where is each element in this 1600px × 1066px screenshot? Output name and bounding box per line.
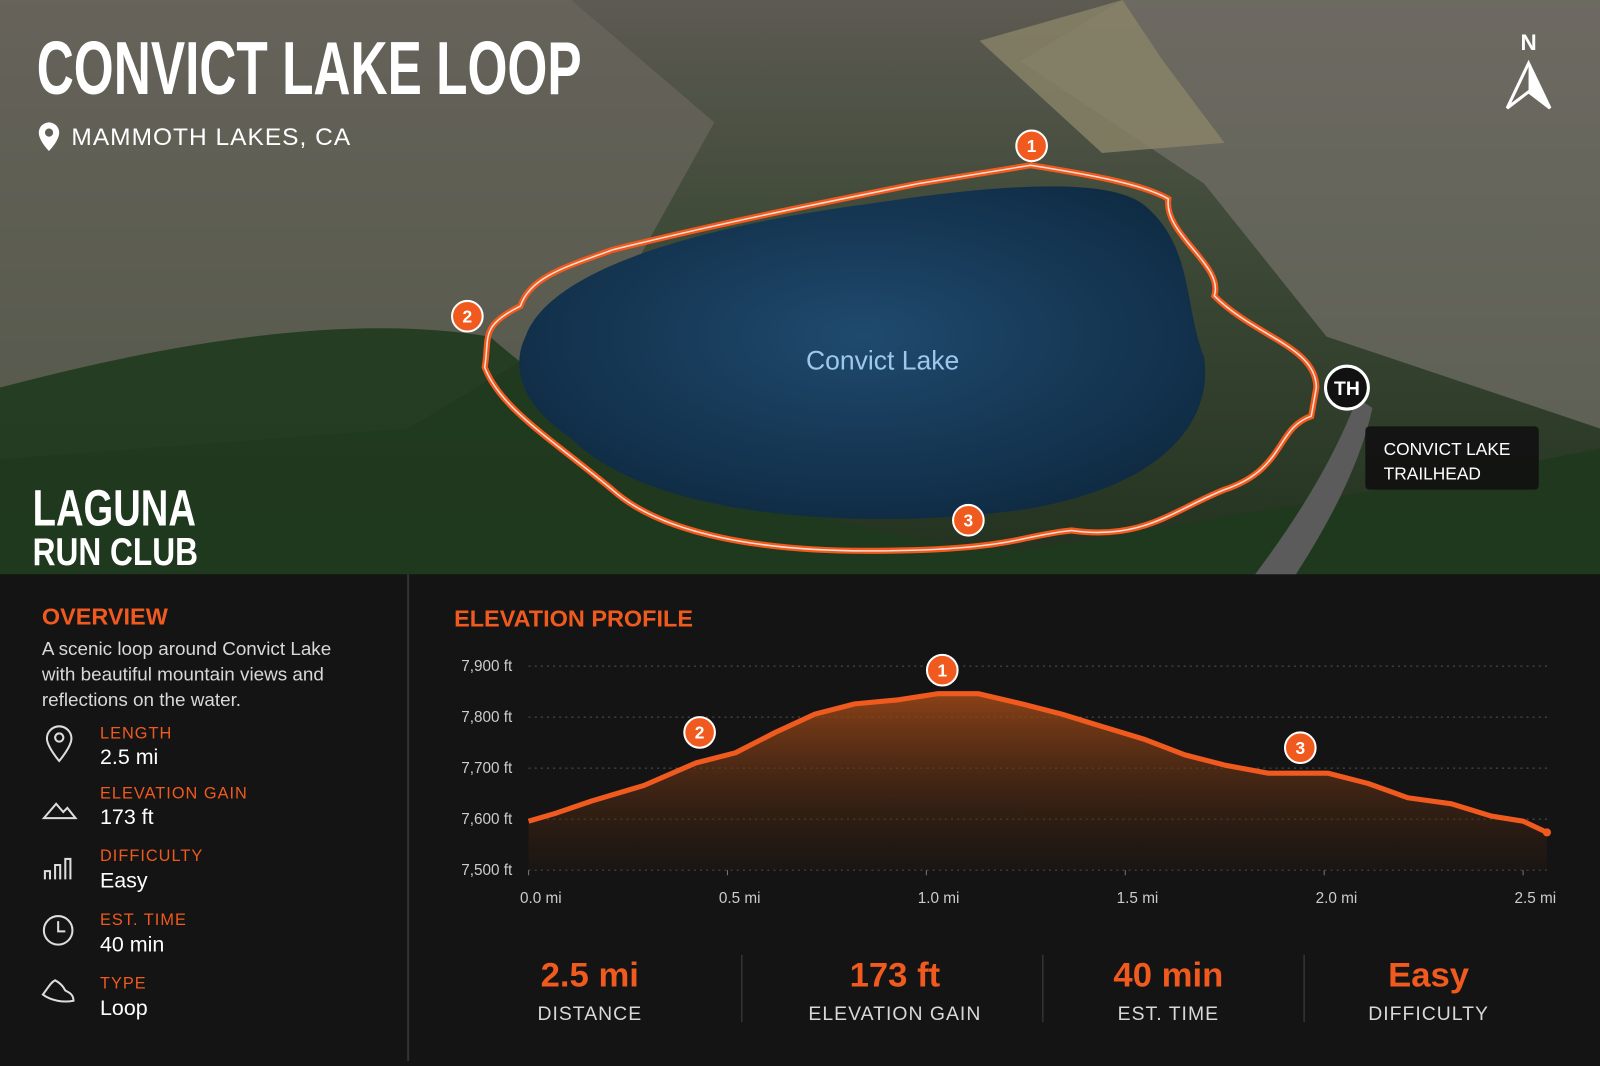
y-tick-label: 7,600 ft xyxy=(461,811,513,828)
compass-arrow xyxy=(1528,63,1550,109)
detail-value: Easy xyxy=(100,868,148,892)
overview-text: A scenic loop around Convict Lake xyxy=(42,638,331,659)
x-tick-label: 1.0 mi xyxy=(918,890,960,907)
overview-title: OVERVIEW xyxy=(42,603,169,629)
detail-value: 173 ft xyxy=(100,805,154,829)
location-icon xyxy=(38,122,60,151)
detail-value: 40 min xyxy=(100,933,164,957)
trailhead-box xyxy=(1365,426,1539,490)
waypoint-marker xyxy=(1015,129,1048,163)
map: Convict Lake 1 2 3 TH CONVICT LAKE TRAIL… xyxy=(0,0,1600,575)
overview-text: with beautiful mountain views and xyxy=(41,663,324,684)
difficulty-icon xyxy=(43,857,72,880)
annotation-label: 3 xyxy=(1295,738,1305,758)
time-icon-hands xyxy=(57,921,66,933)
x-tick-label: 2.5 mi xyxy=(1514,890,1556,907)
waypoint-label: 2 xyxy=(463,306,473,326)
trailhead-marker xyxy=(1323,364,1370,411)
y-tick-label: 7,700 ft xyxy=(461,760,513,777)
summary-label: DIFFICULTY xyxy=(1368,1003,1489,1025)
summary-value: Easy xyxy=(1388,956,1470,994)
elevation-icon xyxy=(41,802,78,820)
lake-label: Convict Lake xyxy=(806,345,959,375)
summary-value: 2.5 mi xyxy=(541,956,639,994)
waypoint: 3 xyxy=(952,503,985,537)
summary-value: 173 ft xyxy=(850,956,941,994)
waypoint-marker xyxy=(451,299,484,333)
trailhead-label: TRAILHEAD xyxy=(1384,463,1481,483)
elevation-area xyxy=(528,693,1547,871)
annotation-label: 1 xyxy=(937,660,947,680)
chart-title: ELEVATION PROFILE xyxy=(454,605,693,631)
waypoint-label: 3 xyxy=(964,510,974,530)
annotation-marker xyxy=(1283,731,1317,765)
summary-value: 40 min xyxy=(1113,956,1223,994)
waypoint-marker xyxy=(952,503,985,537)
trailhead-code: TH xyxy=(1334,378,1360,400)
end-point xyxy=(1542,828,1552,837)
summary-label: EST. TIME xyxy=(1118,1003,1219,1025)
valley xyxy=(979,0,1225,154)
forest xyxy=(0,328,1600,575)
detail-value: Loop xyxy=(100,996,148,1020)
waypoint: 1 xyxy=(1015,129,1048,163)
time-icon xyxy=(42,915,74,946)
brand: RUN CLUB xyxy=(33,531,198,574)
detail-label: EST. TIME xyxy=(100,911,187,929)
annotation-marker xyxy=(683,716,716,749)
elevation-line xyxy=(527,691,1549,835)
x-tick-label: 2.0 mi xyxy=(1316,890,1358,907)
lake xyxy=(519,186,1206,520)
brand: LAGUNA xyxy=(33,479,196,536)
title: CONVICT LAKE LOOP xyxy=(37,26,582,110)
annotation-marker xyxy=(925,653,959,687)
elevation-chart: 7,500 ft 7,600 ft 7,700 ft 7,800 ft 7,900 ft… xyxy=(461,653,1556,907)
waypoint: 2 xyxy=(451,299,484,333)
road xyxy=(1255,397,1373,575)
type-icon xyxy=(41,979,75,1003)
detail-label: ELEVATION GAIN xyxy=(100,785,248,803)
summary-label: DISTANCE xyxy=(537,1003,642,1025)
detail-value: 2.5 mi xyxy=(100,745,158,769)
overview-text: reflections on the water. xyxy=(42,689,241,710)
overview: OVERVIEW A scenic loop around Convict La… xyxy=(41,603,331,1020)
length-icon xyxy=(45,725,73,763)
detail-label: DIFFICULTY xyxy=(100,847,203,865)
detail-icons xyxy=(41,725,78,1003)
detail-label: LENGTH xyxy=(100,725,172,743)
waypoint-label: 1 xyxy=(1027,136,1037,156)
trail-center xyxy=(483,164,1318,552)
x-tick-label: 1.5 mi xyxy=(1117,890,1159,907)
x-tick-label: 0.5 mi xyxy=(719,890,761,907)
x-tick-label: 0.0 mi xyxy=(520,890,562,907)
trailhead-label: CONVICT LAKE xyxy=(1384,439,1511,459)
summary: 2.5 mi DISTANCE 173 ft ELEVATION GAIN 40… xyxy=(537,954,1489,1025)
y-tick-label: 7,500 ft xyxy=(461,862,513,879)
location: MAMMOTH LAKES, CA xyxy=(71,124,351,151)
summary-label: ELEVATION GAIN xyxy=(808,1003,981,1025)
compass-label: N xyxy=(1520,30,1536,55)
detail-label: TYPE xyxy=(100,974,147,992)
annotation-label: 2 xyxy=(695,723,705,743)
y-tick-label: 7,800 ft xyxy=(461,709,513,726)
y-tick-label: 7,900 ft xyxy=(461,658,513,675)
